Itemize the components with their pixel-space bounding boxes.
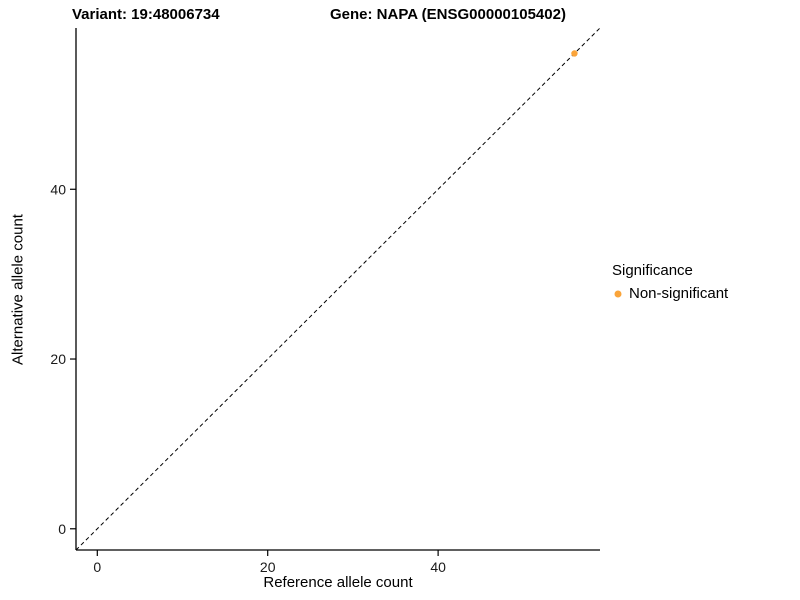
identity-reference-line — [75, 27, 601, 551]
gene-title: Gene: NAPA (ENSG00000105402) — [330, 6, 566, 23]
legend-point-icon — [612, 288, 624, 300]
y-tick-label: 0 — [58, 521, 66, 537]
y-tick-label: 20 — [50, 351, 66, 367]
x-tick-label: 40 — [430, 559, 446, 575]
variant-title: Variant: 19:48006734 — [72, 6, 220, 23]
x-tick-label: 20 — [260, 559, 276, 575]
legend-entry-label: Non-significant — [629, 285, 729, 302]
y-tick-label: 40 — [50, 181, 66, 197]
x-axis-label: Reference allele count — [263, 574, 413, 591]
legend: Significance Non-significant — [612, 262, 728, 302]
legend-title: Significance — [612, 262, 693, 279]
y-axis-label: Alternative allele count — [9, 214, 27, 365]
data-point — [571, 50, 578, 57]
x-tick-label: 0 — [93, 559, 101, 575]
legend-entry-non-significant: Non-significant — [612, 285, 728, 302]
